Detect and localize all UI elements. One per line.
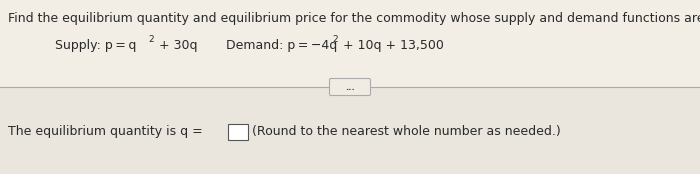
- Bar: [0, 87, 700, 174]
- Bar: [0, 0, 700, 87]
- Text: Supply: p = q: Supply: p = q: [55, 39, 136, 53]
- Text: + 30q: + 30q: [155, 39, 197, 53]
- Text: 2: 2: [148, 34, 153, 44]
- Text: + 10q + 13,500: + 10q + 13,500: [339, 39, 444, 53]
- FancyBboxPatch shape: [330, 78, 370, 96]
- Text: 2: 2: [332, 34, 337, 44]
- Text: ...: ...: [345, 82, 355, 92]
- Text: Demand: p = −4q: Demand: p = −4q: [218, 39, 337, 53]
- Text: Find the equilibrium quantity and equilibrium price for the commodity whose supp: Find the equilibrium quantity and equili…: [8, 12, 700, 25]
- Bar: [228, 124, 248, 140]
- Text: (Round to the nearest whole number as needed.): (Round to the nearest whole number as ne…: [252, 125, 561, 139]
- Text: The equilibrium quantity is q =: The equilibrium quantity is q =: [8, 125, 203, 139]
